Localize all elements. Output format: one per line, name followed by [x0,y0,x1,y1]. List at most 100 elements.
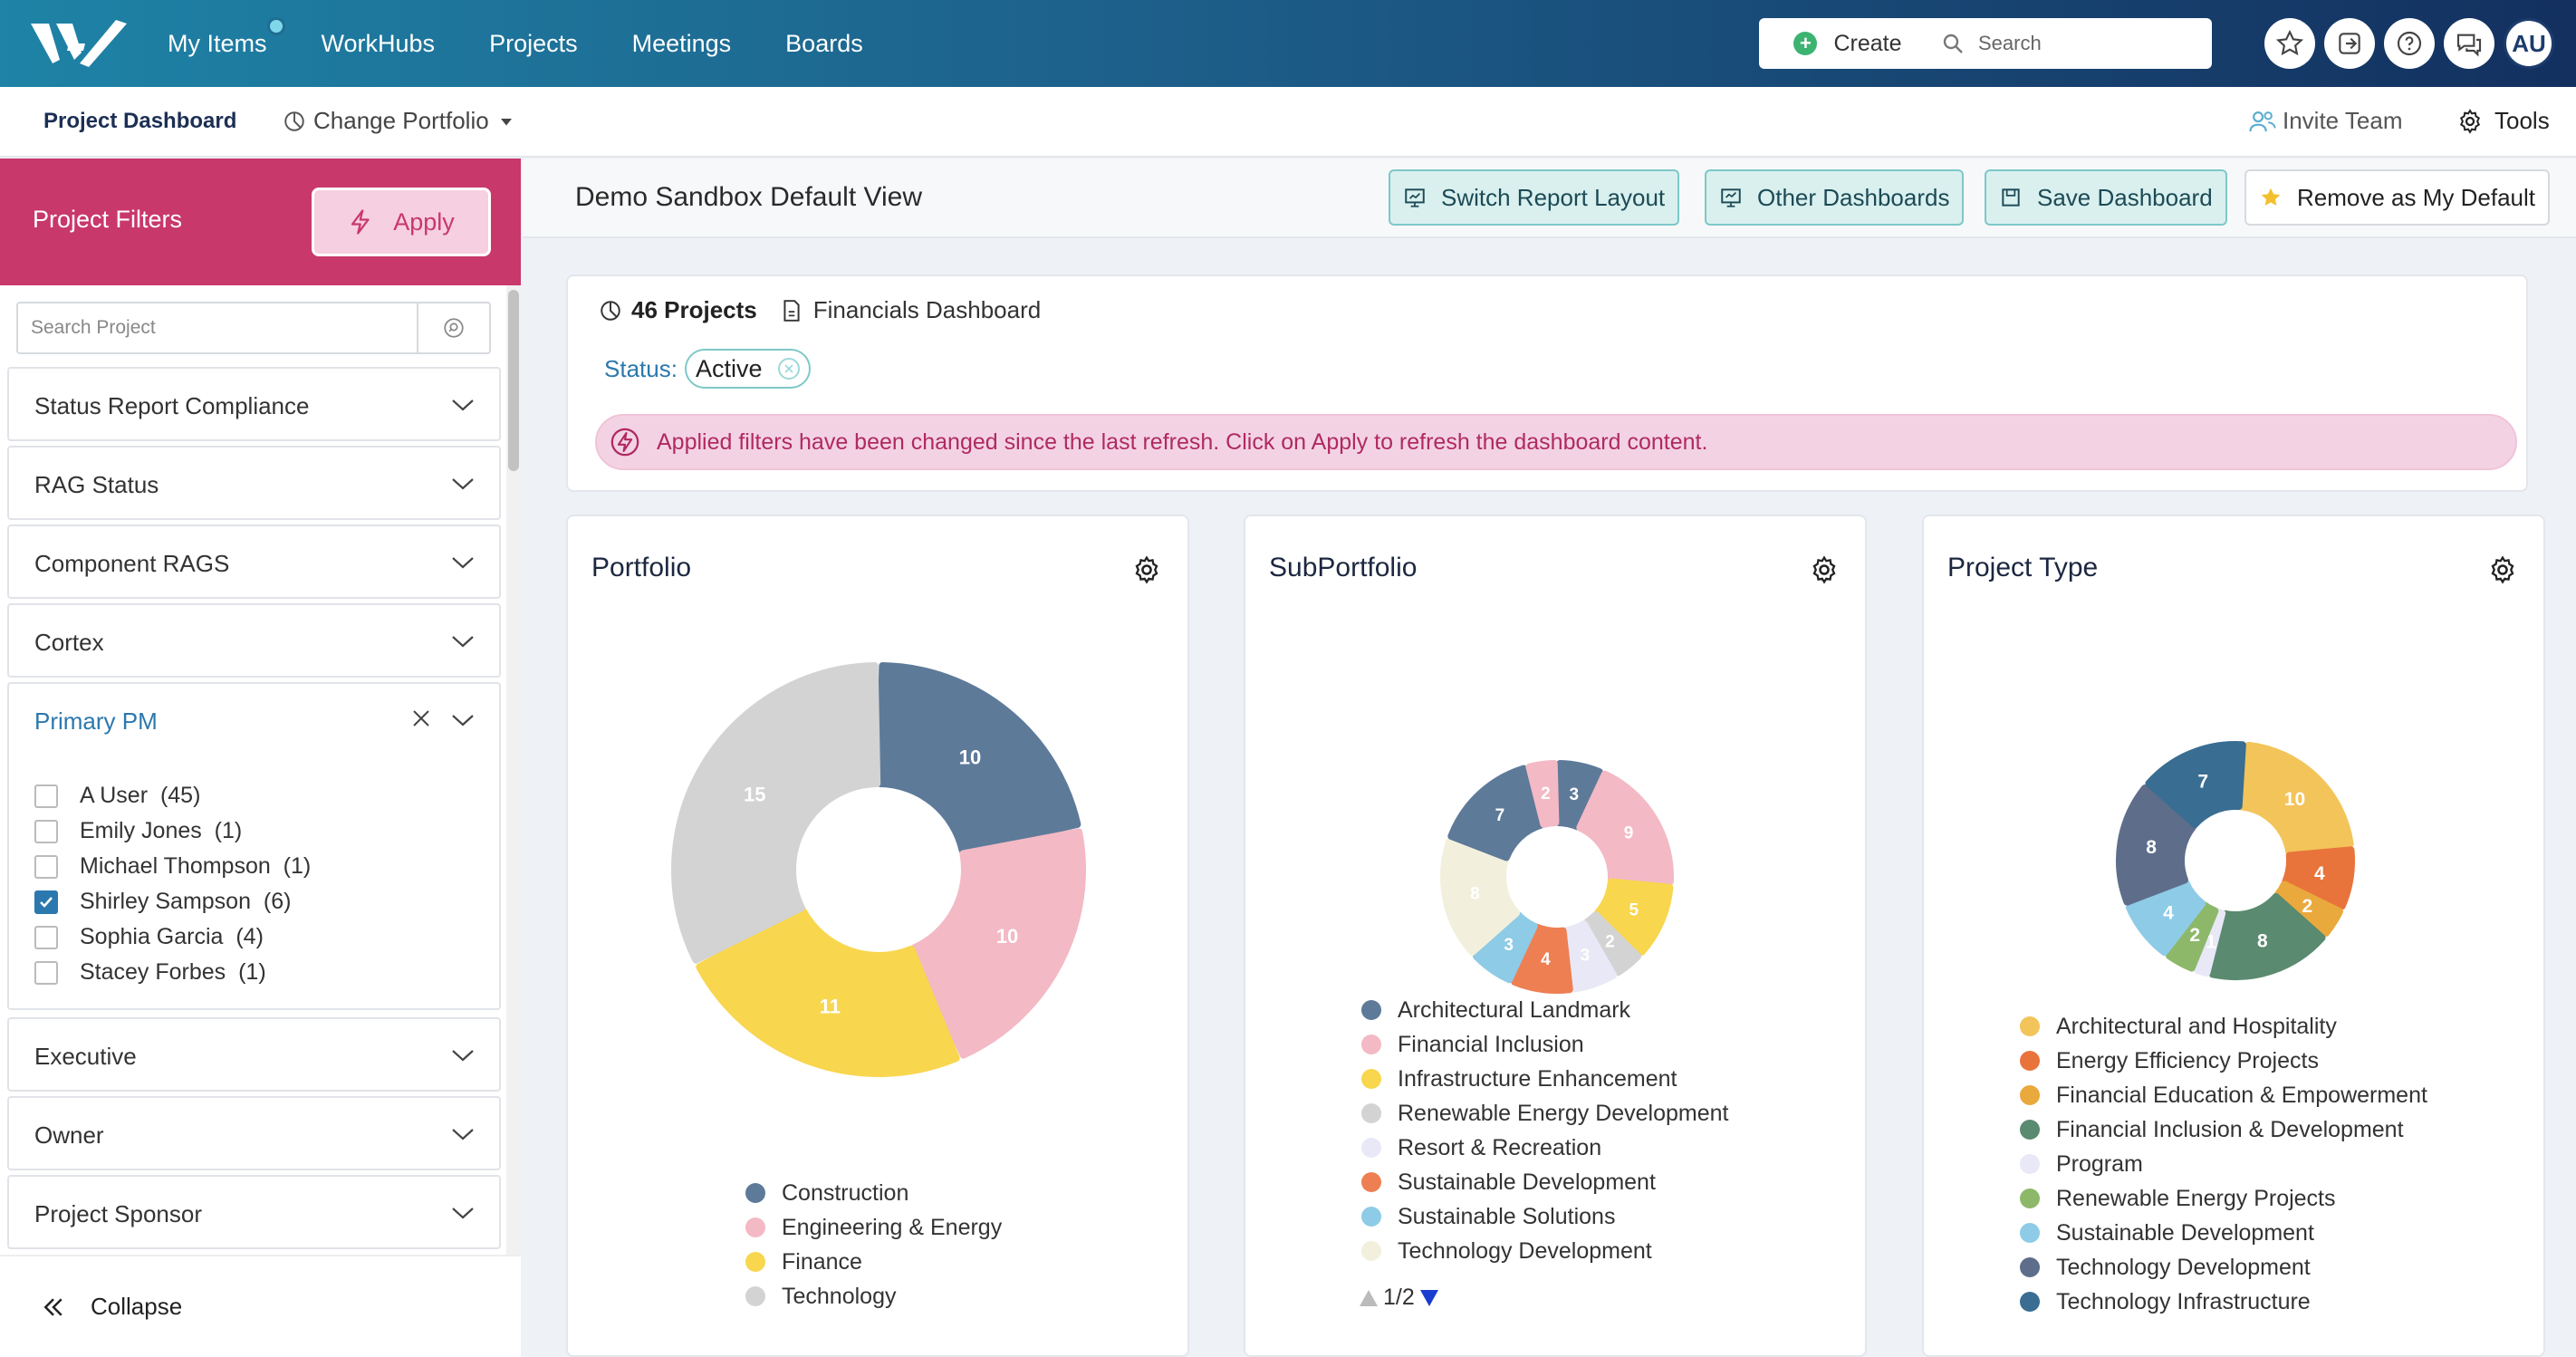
pm-option[interactable]: A User (45) [34,778,311,813]
page-down-arrow-icon[interactable] [1418,1288,1440,1308]
collapse-button[interactable]: Collapse [0,1255,521,1357]
legend-item[interactable]: Sustainable Development [2020,1216,2427,1250]
donut-slice[interactable] [910,828,1086,1059]
gear-icon[interactable] [1131,554,1162,585]
search-project-input[interactable]: Search Project [16,302,491,354]
page-up-arrow-icon[interactable] [1358,1288,1379,1308]
nav-boards[interactable]: Boards [785,29,863,57]
sidebar-scroll-thumb[interactable] [508,290,519,471]
filter-cortex[interactable]: Cortex [7,603,501,678]
chevron-down-icon[interactable] [450,711,476,729]
avatar[interactable]: AU [2504,18,2554,69]
donut-slice[interactable] [1576,770,1674,886]
donut-slice[interactable] [1593,878,1674,956]
clear-filter-icon[interactable] [410,707,432,729]
tools-button[interactable]: Tools [2456,107,2550,135]
help-icon[interactable] [2384,18,2435,69]
double-chevron-left-icon [43,1297,62,1316]
donut-slice[interactable] [2145,741,2246,829]
nav-workhubs[interactable]: WorkHubs [321,29,436,57]
legend-item[interactable]: Architectural Landmark [1361,993,1729,1027]
financials-dashboard-link[interactable]: Financials Dashboard [812,296,1042,323]
legend-item[interactable]: Architectural and Hospitality [2020,1009,2427,1044]
switch-report-layout-button[interactable]: Switch Report Layout [1389,169,1680,226]
checkbox[interactable] [34,854,58,879]
filter-owner[interactable]: Owner [7,1096,501,1170]
pm-option[interactable]: Shirley Sampson (6) [34,884,311,919]
legend-item[interactable]: Financial Inclusion [1361,1027,1729,1062]
donut-slice[interactable] [2116,784,2197,906]
invite-team-button[interactable]: Invite Team [2248,107,2402,135]
apply-button[interactable]: Apply [312,188,491,256]
donut-slice[interactable] [671,662,881,964]
donut-slice[interactable] [2125,879,2206,957]
legend-item[interactable]: Renewable Energy Development [1361,1096,1729,1131]
donut-slice[interactable] [696,907,960,1077]
legend-item[interactable]: Resort & Recreation [1361,1131,1729,1165]
filter-rag-status[interactable]: RAG Status [7,446,501,520]
chevron-down-icon [452,557,474,569]
global-search-input[interactable]: Search [1926,18,2212,69]
chat-icon[interactable] [2444,18,2494,69]
legend-item[interactable]: Technology Development [2020,1250,2427,1285]
create-button[interactable]: + Create [1759,18,1937,69]
project-dashboard-link[interactable]: Project Dashboard [43,109,237,133]
donut-slice[interactable] [1472,911,1538,984]
favorites-star-icon[interactable] [2264,18,2315,69]
nav-my-items[interactable]: My Items [168,16,285,58]
filter-status-report-compliance[interactable]: Status Report Compliance [7,367,501,441]
checkbox[interactable] [34,960,58,985]
search-icon [1943,34,1963,53]
legend-item[interactable]: Sustainable Development [1361,1165,1729,1199]
legend-item[interactable]: Program [2020,1147,2427,1181]
donut-slice[interactable] [1525,760,1560,828]
checkbox[interactable] [34,784,58,808]
donut-slice[interactable] [1440,838,1521,956]
legend-item[interactable]: Infrastructure Enhancement [1361,1062,1729,1096]
checkbox-checked[interactable] [34,890,58,914]
sidebar-scrollbar[interactable] [506,285,521,1268]
legend-item[interactable]: Sustainable Solutions [1361,1199,1729,1234]
filter-primary-pm[interactable]: Primary PM A User (45) Emily Jones (1) M… [7,682,501,1010]
pm-option[interactable]: Sophia Garcia (4) [34,919,311,955]
donut-slice[interactable] [2208,892,2326,980]
remove-as-default-button[interactable]: Remove as My Default [2244,169,2550,226]
donut-slice[interactable] [2282,846,2355,910]
pm-option[interactable]: Emily Jones (1) [34,813,311,849]
app-logo[interactable] [29,16,129,71]
change-portfolio-dropdown[interactable]: Change Portfolio [283,107,514,135]
gear-icon[interactable] [1809,554,1840,585]
donut-slice[interactable] [2237,741,2354,857]
donut-slice[interactable] [1511,923,1573,994]
filter-executive[interactable]: Executive [7,1017,501,1092]
remove-status-icon[interactable] [778,358,801,380]
pm-option[interactable]: Michael Thompson (1) [34,849,311,884]
legend-item[interactable]: Energy Efficiency Projects [2020,1044,2427,1078]
legend-item[interactable]: Financial Inclusion & Development [2020,1112,2427,1147]
nav-projects[interactable]: Projects [489,29,578,57]
donut-slice[interactable] [1562,920,1618,993]
donut-slice[interactable] [876,662,1081,854]
other-dashboards-button[interactable]: Other Dashboards [1705,169,1965,226]
legend-item[interactable]: Finance [745,1245,1002,1279]
gear-icon[interactable] [2487,554,2518,585]
legend-item[interactable]: Construction [745,1176,1002,1210]
legend-item[interactable]: Engineering & Energy [745,1210,1002,1245]
legend-item[interactable]: Technology [745,1279,1002,1314]
filter-project-sponsor[interactable]: Project Sponsor [7,1175,501,1249]
checkbox[interactable] [34,819,58,843]
donut-slice[interactable] [1447,765,1545,861]
donut-slice[interactable] [1554,760,1603,831]
checkbox[interactable] [34,925,58,949]
legend-item[interactable]: Technology Development [1361,1234,1729,1268]
pm-option[interactable]: Stacey Forbes (1) [34,955,311,990]
legend-item[interactable]: Financial Education & Empowerment [2020,1078,2427,1112]
nav-meetings[interactable]: Meetings [631,29,732,57]
filter-component-rags[interactable]: Component RAGS [7,525,501,599]
legend-item[interactable]: Renewable Energy Projects [2020,1181,2427,1216]
legend-item[interactable]: Technology Infrastructure [2020,1285,2427,1319]
switch-icon[interactable] [2324,18,2375,69]
status-chip[interactable]: Active [684,349,812,389]
search-project-button[interactable] [417,303,489,352]
save-dashboard-button[interactable]: Save Dashboard [1985,169,2227,226]
